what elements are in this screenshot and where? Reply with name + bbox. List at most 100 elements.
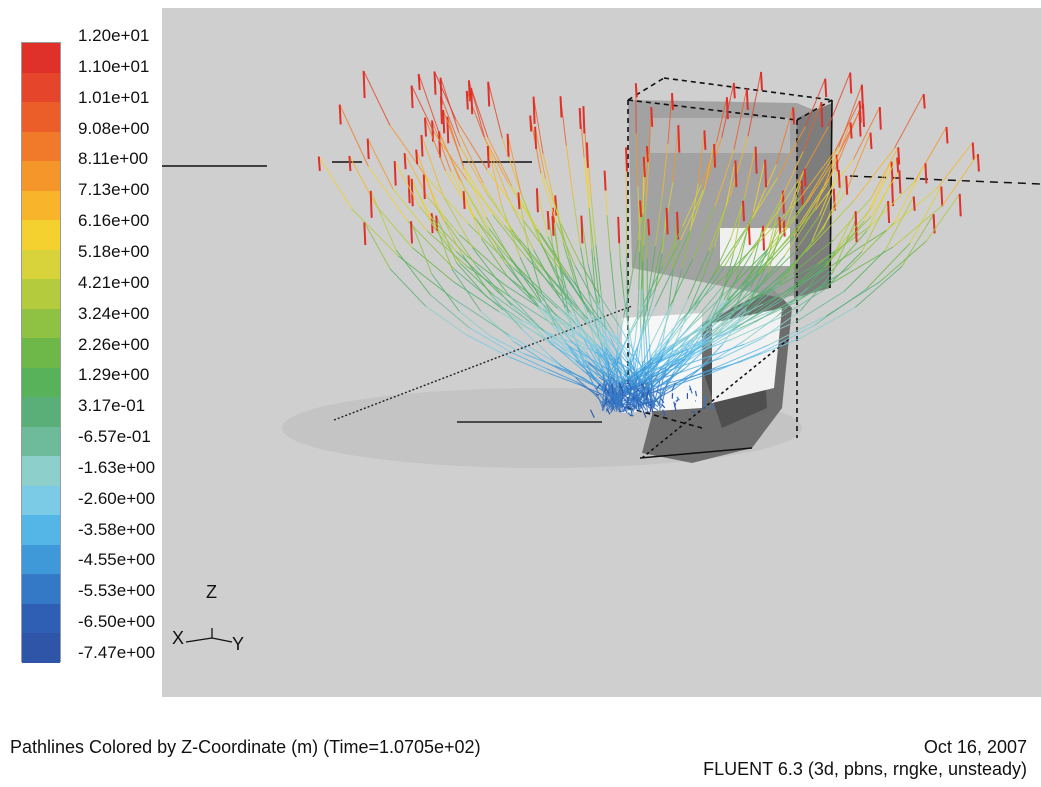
colorbar-label: -5.53e+00 — [78, 581, 156, 601]
pathline-segment — [593, 393, 604, 405]
pathline-segment — [626, 299, 629, 335]
colorbar-label: -7.47e+00 — [78, 643, 156, 662]
pathline-segment — [567, 313, 578, 348]
pathline-segment — [698, 343, 724, 371]
pathline-segment — [760, 324, 816, 354]
pathline-segment — [937, 142, 974, 189]
pathline-segment — [694, 273, 715, 305]
pathline-segment — [624, 304, 644, 343]
pathline-segment — [775, 107, 794, 165]
pathline-tip — [792, 107, 796, 125]
pathline-tip — [578, 108, 582, 129]
pathline-segment — [564, 274, 586, 306]
pathline-base — [627, 412, 631, 416]
pathline-segment — [560, 223, 581, 263]
pathline-tip — [338, 104, 342, 125]
pathline-segment — [367, 166, 409, 222]
pathline-tip — [858, 100, 862, 123]
pathline-segment — [686, 284, 725, 330]
pathline-segment — [715, 284, 743, 317]
pathline-tip — [486, 145, 490, 168]
pathline-tip — [603, 170, 607, 191]
pathline-tip — [958, 193, 962, 217]
pathline-segment — [511, 185, 541, 234]
pathline-segment — [389, 124, 427, 177]
pathline-segment — [505, 263, 538, 305]
pathline-tip — [764, 159, 768, 188]
colorbar-segment — [22, 161, 60, 192]
pathline-segment — [548, 372, 582, 386]
pathline-segment — [455, 119, 488, 171]
pathline-tip — [554, 195, 558, 216]
pathline-segment — [375, 205, 413, 248]
pathline-segment — [732, 296, 783, 332]
pathline-segment — [647, 358, 686, 381]
pathline-tip — [762, 225, 765, 251]
pathline-segment — [583, 339, 603, 373]
colorbar-segment — [22, 72, 60, 103]
pathline-base — [618, 382, 624, 392]
pathline-segment — [655, 195, 663, 246]
pathline-segment — [392, 188, 428, 232]
caption-bar: Pathlines Colored by Z-Coordinate (m) (T… — [0, 697, 1041, 787]
pathline-segment — [613, 332, 631, 361]
pathline-segment — [624, 406, 636, 408]
pathline-segment — [456, 262, 487, 298]
pathline-segment — [647, 311, 649, 330]
pathline-segment — [508, 334, 560, 366]
pathline-segment — [626, 256, 628, 300]
pathline-scene — [162, 8, 1041, 697]
pathline-segment — [713, 238, 732, 275]
pathline-segment — [519, 256, 542, 303]
scene-canvas — [162, 8, 1041, 697]
pathline-segment — [433, 132, 468, 181]
pathline-segment — [886, 187, 938, 231]
pathline-segment — [598, 316, 624, 354]
pathline-segment — [779, 289, 825, 319]
pathline-segment — [709, 314, 731, 335]
pathline-segment — [814, 154, 838, 209]
pathline-segment — [550, 356, 577, 379]
pathline-segment — [536, 188, 549, 237]
pathline-segment — [539, 232, 571, 278]
pathline-segment — [647, 328, 650, 345]
pathline-segment — [363, 70, 391, 126]
pathline-segment — [639, 239, 644, 290]
colorbar-segment — [22, 308, 60, 339]
pathline-segment — [540, 173, 557, 224]
pathline-segment — [601, 397, 607, 411]
pathline-segment — [834, 210, 857, 254]
pathline-segment — [605, 347, 621, 372]
pathline-segment — [547, 340, 583, 370]
pathline-segment — [835, 208, 872, 251]
pathline-tip — [832, 188, 836, 211]
pathline-segment — [622, 379, 648, 396]
pathline-tip — [976, 154, 980, 172]
pathline-segment — [653, 362, 680, 387]
pathline-segment — [805, 78, 826, 127]
pathline-segment — [609, 388, 623, 411]
pathline-segment — [538, 305, 572, 332]
pathline-segment — [616, 356, 619, 381]
pathline-segment — [789, 228, 824, 270]
colorbar-label: -3.58e+00 — [78, 519, 156, 539]
pathline-segment — [697, 299, 725, 342]
pathline-segment — [847, 132, 871, 189]
pathline-segment — [444, 221, 477, 266]
pathline-segment — [509, 350, 547, 370]
colorbar-label: -4.55e+00 — [78, 550, 156, 570]
pathline-segment — [669, 258, 694, 306]
pathline-segment — [395, 249, 431, 295]
pathline-segment — [764, 216, 780, 269]
pathline-segment — [893, 162, 926, 223]
pathline-segment — [712, 340, 745, 362]
pathline-segment — [761, 181, 799, 236]
pathline-segment — [708, 352, 761, 375]
pathline-segment — [617, 332, 619, 357]
pathline-segment — [795, 291, 845, 323]
pathline-tip — [665, 207, 669, 235]
pathline-segment — [760, 231, 786, 272]
pathline-segment — [501, 204, 521, 258]
colorbar-label: -1.63e+00 — [78, 457, 156, 477]
pathline-segment — [884, 196, 915, 251]
